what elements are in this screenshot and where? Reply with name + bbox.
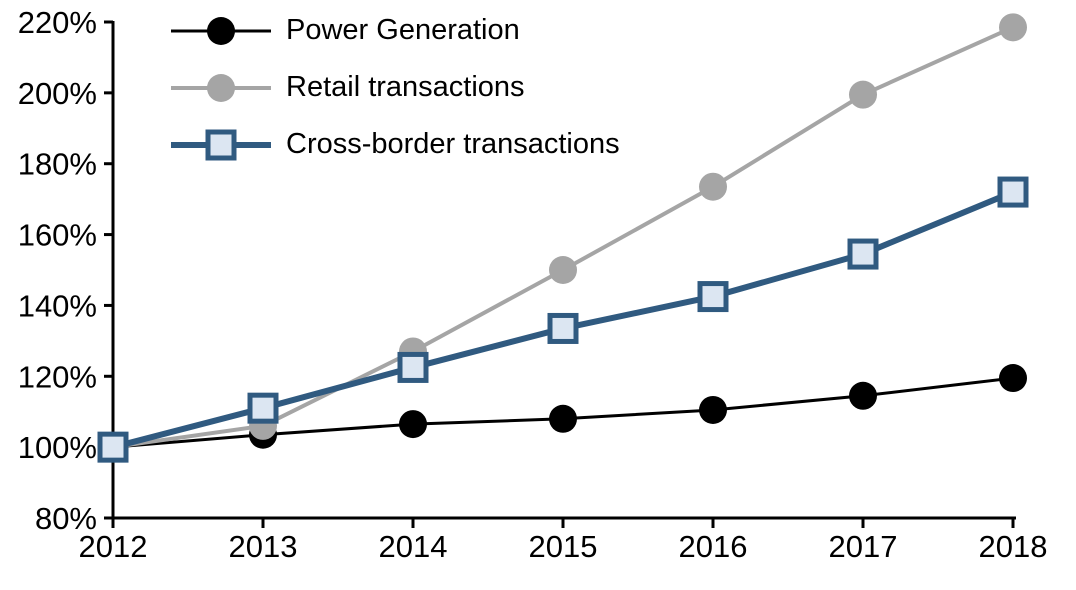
data-point-marker [699,395,727,424]
x-tick-label: 2018 [979,529,1048,564]
data-point-marker [699,172,727,201]
legend-marker-square [205,129,237,160]
legend-swatch-power-generation [171,16,271,45]
y-tick-label: 100% [18,430,97,465]
x-tick-label: 2014 [379,529,448,564]
legend-item-retail-transactions: Retail transactions [168,59,620,116]
data-point-marker [999,13,1027,42]
data-point-marker [999,364,1027,393]
legend-marker-circle [207,73,235,102]
x-tick-label: 2013 [229,529,298,564]
x-tick-label: 2016 [679,529,748,564]
data-point-marker [399,410,427,439]
data-point-marker [549,256,577,284]
legend: Power Generation Retail transactions Cro… [168,2,620,173]
x-tick-label: 2012 [79,529,148,564]
data-point-marker [849,381,877,410]
x-tick-label: 2015 [529,529,598,564]
data-point-marker [849,80,877,109]
legend-swatch-cross-border-transactions [171,129,271,160]
legend-label-power-generation: Power Generation [286,14,520,46]
data-point-marker [997,176,1029,208]
data-point-marker [697,281,729,313]
data-point-marker [97,431,129,463]
legend-item-cross-border-transactions: Cross-border transactions [168,116,620,173]
legend-label-cross-border-transactions: Cross-border transactions [286,128,620,160]
y-tick-label: 140% [18,288,97,323]
legend-label-retail-transactions: Retail transactions [286,71,525,103]
data-point-marker [397,351,429,383]
data-point-marker [549,404,577,433]
legend-marker-circle [207,16,235,45]
y-tick-label: 80% [35,501,97,536]
legend-item-power-generation: Power Generation [168,2,620,59]
y-tick-label: 120% [18,359,97,394]
data-point-marker [247,392,279,424]
data-point-marker [847,238,879,270]
data-point-marker [547,312,579,344]
y-tick-label: 180% [18,147,97,182]
y-tick-label: 220% [18,5,97,40]
y-tick-label: 160% [18,218,97,253]
x-tick-label: 2017 [829,529,898,564]
y-tick-label: 200% [18,76,97,111]
legend-swatch-retail-transactions [171,73,271,102]
